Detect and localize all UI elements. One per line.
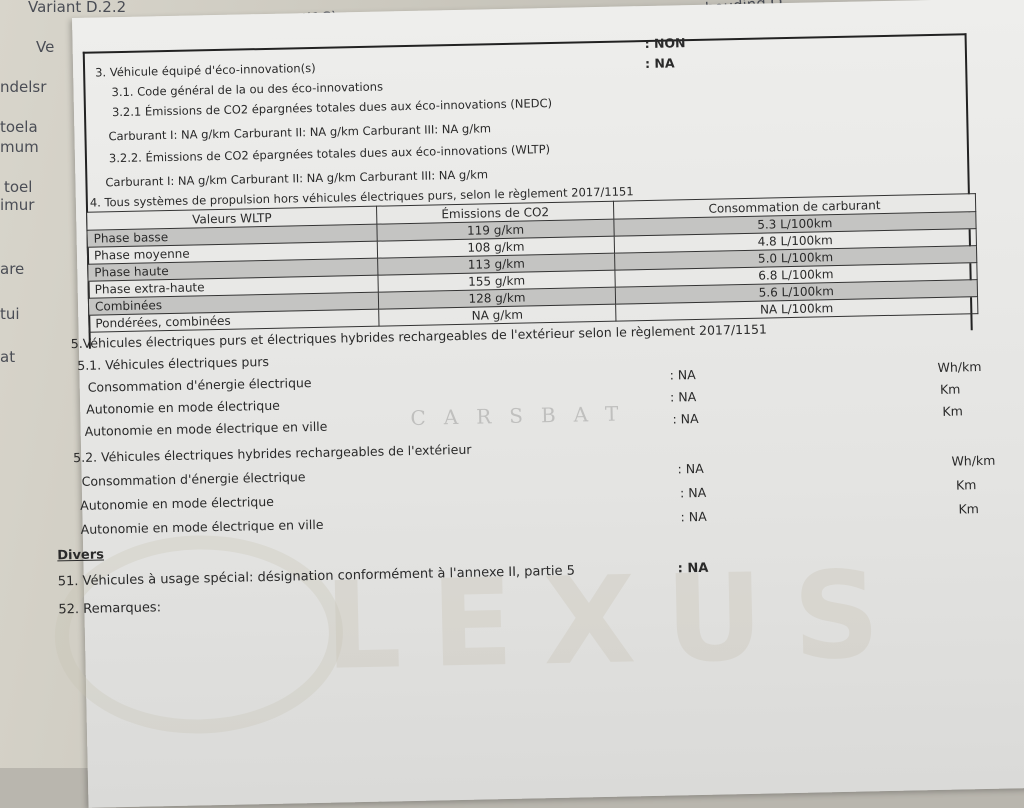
phev-consumption-label: Consommation d'énergie électrique — [81, 469, 306, 489]
phev-consumption-value: : NA — [677, 460, 704, 477]
lexus-logo-watermark — [52, 532, 345, 737]
bg-text: tui — [0, 305, 20, 323]
divers-52: 52. Remarques: — [58, 600, 162, 618]
phev-city-range-value: : NA — [680, 508, 707, 525]
section3-value: : NA — [644, 55, 675, 72]
section5-1-title: 5.1. Véhicules électriques purs — [77, 353, 270, 373]
phev-consumption-unit: Wh/km — [951, 452, 996, 469]
ev-city-range-label: Autonomie en mode électrique en ville — [84, 418, 328, 439]
divers-51-value: : NA — [677, 560, 709, 577]
ev-range-value: : NA — [669, 389, 697, 405]
bg-text: Variant D.2.2 — [28, 0, 127, 16]
divers-heading: Divers — [57, 547, 105, 564]
eco-innovation-top-value: : NON — [644, 35, 686, 52]
section5-2-title: 5.2. Véhicules électriques hybrides rech… — [73, 441, 472, 466]
carsbat-watermark: CARSBAT — [410, 401, 637, 430]
phev-range-value: : NA — [679, 484, 707, 501]
ev-city-range-unit: Km — [942, 403, 963, 419]
phev-range-unit: Km — [955, 477, 977, 493]
bg-text: toela — [0, 118, 38, 136]
bg-text: imur — [0, 196, 35, 214]
bg-text: toel — [4, 178, 33, 196]
phev-city-range-unit: Km — [958, 501, 980, 517]
ev-city-range-value: : NA — [672, 410, 699, 427]
bg-text: at — [0, 348, 16, 366]
ev-consumption-unit: Wh/km — [937, 359, 982, 375]
bg-text: ndelsr — [0, 78, 47, 96]
ev-consumption-label: Consommation d'énergie électrique — [87, 375, 312, 395]
phev-range-label: Autonomie en mode électrique — [80, 493, 275, 513]
ev-range-unit: Km — [939, 381, 961, 397]
phev-city-range-label: Autonomie en mode électrique en ville — [80, 516, 324, 537]
wltp-table: Valeurs WLTP Émissions de CO2 Consommati… — [86, 193, 978, 333]
bg-text: mum — [0, 138, 39, 156]
ev-range-label: Autonomie en mode électrique — [86, 397, 281, 417]
ev-consumption-value: : NA — [669, 367, 696, 383]
document-page: : NON 3. Véhicule équipé d'éco-innovatio… — [52, 0, 1024, 808]
bg-text: are — [0, 260, 25, 278]
bg-text: Ve — [36, 38, 55, 56]
